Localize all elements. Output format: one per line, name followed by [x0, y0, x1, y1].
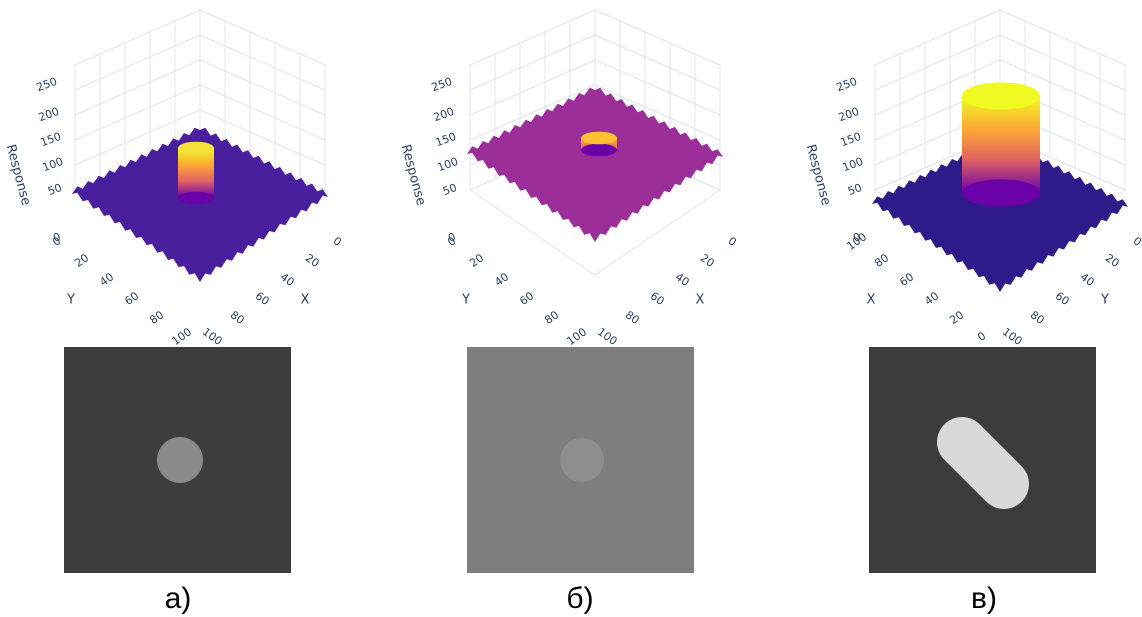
- wall-grid: [75, 60, 200, 115]
- caption: б): [566, 582, 593, 615]
- right-tick-label: 20: [1103, 251, 1122, 270]
- right-tick-label: 100: [595, 325, 620, 348]
- z-tick-label: 100: [436, 155, 460, 174]
- wall-grid: [470, 35, 595, 90]
- left-tick-label: 20: [947, 308, 966, 327]
- z-axis-title: Response: [398, 143, 429, 207]
- right-tick-label: 80: [623, 308, 642, 327]
- blob: [962, 442, 1004, 484]
- left-tick-label: 60: [122, 289, 141, 308]
- z-tick-label: 250: [835, 75, 859, 94]
- left-tick-label: 80: [147, 308, 166, 327]
- left-tick-label: 100: [169, 325, 194, 348]
- surface-plot: Response05010015020025002040608010002040…: [3, 10, 344, 348]
- right-tick-label: 100: [200, 325, 225, 348]
- right-tick-label: 80: [1028, 308, 1047, 327]
- right-tick-label: 80: [228, 308, 247, 327]
- right-axis-title: Y: [1100, 293, 1109, 308]
- wall-grid: [1000, 35, 1125, 90]
- right-tick-label: 60: [648, 289, 667, 308]
- wall-grid: [200, 35, 325, 90]
- blob: [157, 437, 203, 483]
- surface-plot: Response05010015020025002040608010002040…: [398, 10, 739, 348]
- left-tick-label: 100: [844, 230, 869, 253]
- peak-bottom: [581, 144, 617, 157]
- peak: [962, 96, 1040, 193]
- caption: а): [165, 582, 192, 615]
- peak-bottom: [962, 179, 1040, 206]
- z-tick-label: 250: [430, 75, 454, 94]
- peak-top: [581, 132, 617, 145]
- right-axis-title: X: [696, 293, 705, 308]
- left-tick-label: 20: [72, 251, 91, 270]
- left-tick-label: 80: [872, 251, 891, 270]
- peak-top: [962, 82, 1040, 109]
- z-tick-label: 200: [432, 105, 456, 124]
- wall-grid: [200, 60, 325, 115]
- wall-grid: [75, 85, 200, 140]
- right-tick-label: 40: [278, 270, 297, 289]
- wall-grid: [595, 35, 720, 90]
- left-tick-label: 40: [97, 270, 116, 289]
- z-axis-title: Response: [3, 143, 34, 207]
- blob: [560, 438, 604, 482]
- right-axis-title: X: [301, 293, 310, 308]
- surface-plot: Response05010015020025010080604020002040…: [803, 10, 1142, 348]
- peak: [178, 148, 214, 198]
- right-tick-label: 20: [303, 251, 322, 270]
- caption: в): [971, 582, 997, 615]
- left-tick-label: 60: [897, 270, 916, 289]
- z-axis-title: Response: [803, 143, 834, 207]
- right-tick-label: 60: [1053, 289, 1072, 308]
- left-axis-title: Y: [66, 293, 75, 308]
- right-tick-label: 40: [673, 270, 692, 289]
- peak-bottom: [178, 192, 214, 205]
- wall-grid: [75, 35, 200, 90]
- z-tick-label: 200: [837, 105, 861, 124]
- left-tick-label: 0: [975, 329, 988, 344]
- left-axis-title: X: [867, 293, 876, 308]
- right-tick-label: 40: [1078, 270, 1097, 289]
- z-tick-label: 200: [37, 105, 61, 124]
- left-tick-label: 60: [517, 289, 536, 308]
- z-tick-label: 100: [841, 155, 865, 174]
- z-tick-label: 50: [441, 181, 459, 198]
- right-tick-label: 60: [253, 289, 272, 308]
- left-tick-label: 80: [542, 308, 561, 327]
- right-tick-label: 100: [1000, 325, 1025, 348]
- right-tick-label: 0: [1131, 234, 1142, 249]
- wall-grid: [200, 85, 325, 140]
- z-tick-label: 50: [846, 181, 864, 198]
- right-tick-label: 20: [698, 251, 717, 270]
- left-tick-label: 40: [922, 289, 941, 308]
- figure: Response05010015020025002040608010002040…: [0, 0, 1142, 617]
- z-tick-label: 250: [35, 75, 59, 94]
- z-tick-label: 100: [41, 155, 65, 174]
- z-tick-label: 150: [39, 130, 63, 149]
- right-tick-label: 0: [726, 234, 739, 249]
- z-tick-label: 50: [46, 181, 64, 198]
- right-tick-label: 0: [331, 234, 344, 249]
- wall-grid: [875, 35, 1000, 90]
- z-tick-label: 150: [839, 130, 863, 149]
- surface: [467, 88, 723, 242]
- left-tick-label: 100: [564, 325, 589, 348]
- left-tick-label: 40: [492, 270, 511, 289]
- left-axis-title: Y: [461, 293, 470, 308]
- left-tick-label: 20: [467, 251, 486, 270]
- peak-top: [178, 142, 214, 155]
- z-tick-label: 150: [434, 130, 458, 149]
